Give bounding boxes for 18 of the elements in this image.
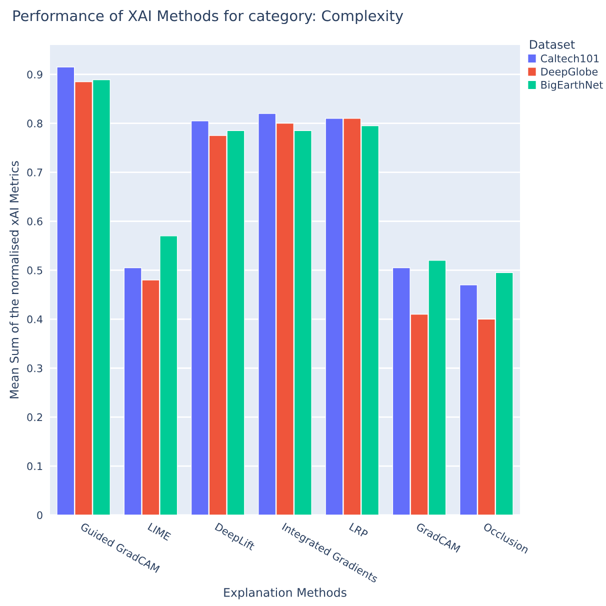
y-tick-label: 0.3	[27, 364, 42, 372]
x-axis-title: Explanation Methods	[224, 588, 346, 600]
y-tick-label: 0.9	[27, 70, 42, 78]
chart-title: Performance of XAI Methods for category: Complexity	[13, 10, 404, 24]
y-tick-label: 0.7	[27, 168, 42, 176]
y-tick-label: 0.6	[27, 217, 42, 226]
y-tick-label: 0.5	[27, 266, 42, 274]
y-tick-label: 0.1	[27, 462, 42, 470]
legend-label: BigEarthNet	[541, 80, 603, 91]
y-tick-label: 0	[37, 511, 42, 520]
legend-title: Dataset	[530, 40, 575, 49]
y-axis-title: Mean Sum of the normalised xAI Metrics	[10, 161, 19, 398]
legend-label: DeepGlobe	[541, 68, 598, 78]
y-tick-label: 0.2	[27, 413, 42, 422]
legend-label: Caltech101	[540, 54, 599, 62]
x-tick-label: LRP	[349, 522, 368, 538]
y-tick-label: 0.4	[27, 315, 42, 324]
y-tick-label: 0.8	[27, 120, 42, 128]
